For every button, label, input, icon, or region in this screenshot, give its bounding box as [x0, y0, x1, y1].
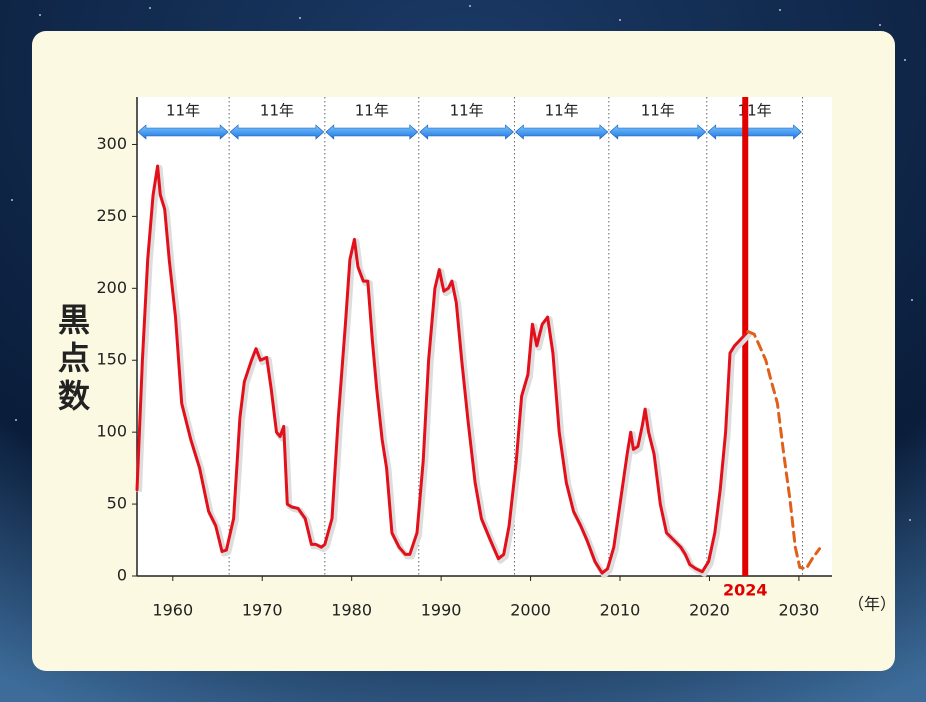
y-tick-label: 300 [96, 134, 127, 153]
x-tick-label: 1980 [331, 601, 372, 620]
cycle-arrow [325, 124, 419, 140]
x-tick-label: 1970 [242, 601, 283, 620]
x-tick-label: 2030 [779, 601, 820, 620]
cycle-label: 11年 [260, 102, 294, 120]
cycle-label: 11年 [641, 102, 675, 120]
y-axis-label: 黒点数 [53, 303, 91, 417]
x-tick-label: 2020 [689, 601, 730, 620]
data-line [135, 164, 750, 575]
cycle-arrow [609, 124, 707, 140]
cycle-arrow [419, 124, 514, 140]
x-tick-label: 2000 [510, 601, 551, 620]
plot-area [137, 97, 832, 576]
y-tick-label: 100 [96, 422, 127, 441]
forecast-line [746, 330, 821, 571]
cycle-arrow [137, 124, 229, 140]
y-tick-label: 150 [96, 350, 127, 369]
cycle-label: 11年 [450, 102, 484, 120]
cycle-label: 11年 [166, 102, 200, 120]
y-tick-label: 200 [96, 278, 127, 297]
x-unit: （年） [848, 595, 896, 614]
cycle-label: 11年 [355, 102, 389, 120]
y-tick-label: 50 [107, 494, 127, 513]
stars [11, 5, 913, 521]
highlight-label: 2024 [723, 581, 768, 600]
x-tick-label: 1990 [421, 601, 462, 620]
cycle-arrow [515, 124, 609, 140]
plot: 11年 11年 11年 11年 11年 11年 11年0501001502002503001… [96, 97, 832, 620]
cycle-arrow [229, 124, 325, 140]
cycle-arrow [707, 124, 802, 140]
x-tick-label: 1960 [152, 601, 193, 620]
y-tick-label: 0 [117, 566, 127, 585]
y-tick-label: 250 [96, 206, 127, 225]
x-tick-label: 2010 [600, 601, 641, 620]
cycle-label: 11年 [545, 102, 579, 120]
